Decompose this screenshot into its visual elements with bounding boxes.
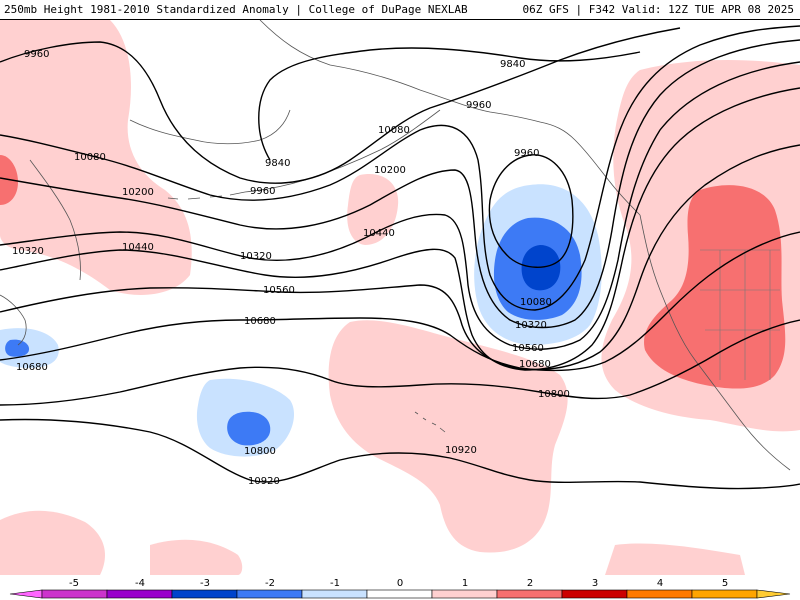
japan-coast xyxy=(0,294,27,346)
contour-label-10680-mid: 10680 xyxy=(244,316,276,327)
neg2-westpac xyxy=(227,411,271,446)
model-run-info: 06Z GFS | F342 Valid: 12Z TUE APR 08 202… xyxy=(522,3,794,16)
contour-label-10320-low: 10320 xyxy=(515,320,547,331)
contour-10680 xyxy=(0,231,800,372)
contour-label-9960-bering: 9960 xyxy=(250,186,275,197)
legend-bin-pos4-pos5 xyxy=(626,589,693,599)
legend-tick-pos4: 4 xyxy=(657,578,663,589)
pos-region-tropics xyxy=(328,320,568,553)
map-title: 250mb Height 1981-2010 Standardized Anom… xyxy=(4,3,468,16)
legend-tick-neg1: -1 xyxy=(330,578,340,589)
contour-label-10200-w: 10200 xyxy=(122,187,154,198)
pos-region-south-mid xyxy=(150,539,243,575)
hawaii-islands xyxy=(414,411,446,433)
legend-bin-0-pos1 xyxy=(366,589,433,599)
contour-9960-west xyxy=(0,27,681,184)
legend-bin-neg3-neg2 xyxy=(171,589,238,599)
legend-bin-neg2-neg1 xyxy=(236,589,303,599)
legend-tick-pos5: 5 xyxy=(722,578,728,589)
alaska-peninsula xyxy=(244,109,441,193)
legend-colorbar xyxy=(9,589,791,599)
legend-tick-pos3: 3 xyxy=(592,578,598,589)
contour-label-9960-low: 9960 xyxy=(514,148,539,159)
legend-tick-pos2: 2 xyxy=(527,578,533,589)
contour-9840-arctic xyxy=(258,47,641,161)
legend-arrow-right xyxy=(756,589,791,599)
alaska-coast xyxy=(259,20,641,216)
contour-label-10560-low: 10560 xyxy=(512,343,544,354)
russia-coast xyxy=(129,109,291,145)
legend-bin-pos2-pos3 xyxy=(496,589,563,599)
legend-bin-neg1-0 xyxy=(301,589,368,599)
kamchatka xyxy=(29,159,81,281)
legend-tick-0: 0 xyxy=(397,578,403,589)
legend-tick-pos1: 1 xyxy=(462,578,468,589)
legend-tick-neg3: -3 xyxy=(200,578,210,589)
legend-tick-neg2: -2 xyxy=(265,578,275,589)
contour-label-9960-nw: 9960 xyxy=(24,49,49,60)
legend-bin-neg5-neg4 xyxy=(41,589,108,599)
contour-label-10080-low: 10080 xyxy=(520,297,552,308)
contour-label-10200-n: 10200 xyxy=(374,165,406,176)
header-bar: 250mb Height 1981-2010 Standardized Anom… xyxy=(0,0,800,20)
height-contours xyxy=(0,25,800,490)
contour-label-10680-e: 10680 xyxy=(519,359,551,370)
legend-bin-neg4-neg3 xyxy=(106,589,173,599)
coastlines xyxy=(0,20,791,471)
color-legend: -5 -4 -3 -2 -1 0 1 2 3 4 5 xyxy=(0,575,800,600)
contour-label-10800-w: 10800 xyxy=(244,446,276,457)
contour-10200 xyxy=(0,39,800,329)
contour-10440 xyxy=(0,87,800,371)
contour-label-9840-n: 9840 xyxy=(500,59,525,70)
neg2-japan xyxy=(5,339,30,357)
negative-anomaly-medium xyxy=(5,217,582,446)
contour-label-group: 9960 9840 9960 10080 10080 9960 9840 102… xyxy=(12,49,570,487)
contour-10560 xyxy=(0,144,800,371)
legend-bin-pos3-pos4 xyxy=(561,589,628,599)
legend-tick-labels: -5 -4 -3 -2 -1 0 1 2 3 4 5 xyxy=(69,578,728,589)
anomaly-map: 9960 9840 9960 10080 10080 9960 9840 102… xyxy=(0,20,800,575)
contour-label-10320-mid: 10320 xyxy=(240,251,272,262)
contour-label-10080-n: 10080 xyxy=(378,125,410,136)
contour-label-10560-mid: 10560 xyxy=(263,285,295,296)
contour-10320 xyxy=(0,61,800,350)
contour-label-10800-e: 10800 xyxy=(538,389,570,400)
contour-label-10320-w: 10320 xyxy=(12,246,44,257)
contour-10800 xyxy=(0,319,800,406)
pos-region-south-east xyxy=(605,543,745,575)
state-borders xyxy=(700,249,780,380)
na-west-coast xyxy=(639,214,791,471)
legend-bin-pos5 xyxy=(691,589,758,599)
contour-10080 xyxy=(0,25,800,311)
contour-9960-low xyxy=(488,154,574,268)
legend-tick-neg4: -4 xyxy=(135,578,145,589)
contour-label-10680-w: 10680 xyxy=(16,362,48,373)
contour-label-10440-w: 10440 xyxy=(122,242,154,253)
contour-label-10440-mid: 10440 xyxy=(363,228,395,239)
contour-10920 xyxy=(0,418,800,490)
pos-region-southwest xyxy=(0,510,105,575)
contour-label-10920-w: 10920 xyxy=(248,476,280,487)
contour-label-9840-bering: 9840 xyxy=(265,158,290,169)
legend-bin-pos1-pos2 xyxy=(431,589,498,599)
legend-tick-neg5: -5 xyxy=(69,578,79,589)
pos2-westnam xyxy=(644,185,786,389)
contour-label-10080-w: 10080 xyxy=(74,152,106,163)
contour-label-10920-e: 10920 xyxy=(445,445,477,456)
contour-label-9960-n: 9960 xyxy=(466,100,491,111)
